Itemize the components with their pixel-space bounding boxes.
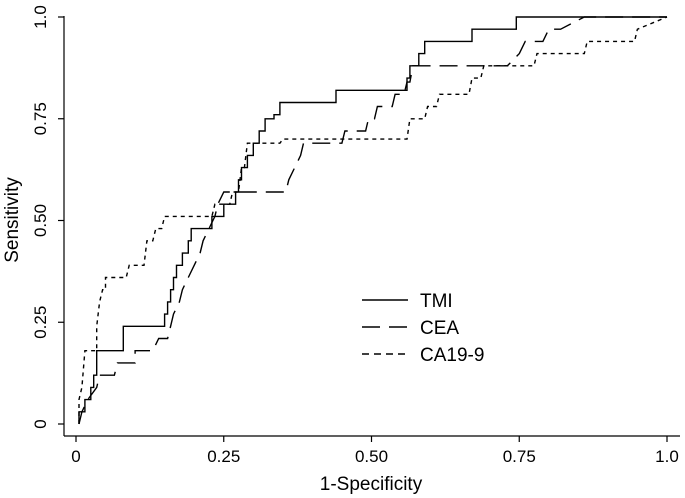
y-axis-title: Sensitivity — [2, 177, 23, 263]
x-axis-title: 1-Specificity — [320, 474, 423, 495]
ticks: 0 0.25 0.50 0.75 1.0 0 0.25 0.50 0.75 1.0 — [31, 5, 679, 466]
legend-label-cea: CEA — [420, 318, 459, 339]
x-tick-label: 0.50 — [355, 447, 388, 466]
y-tick-label: 0.25 — [31, 306, 50, 339]
y-tick-label: 1.0 — [31, 5, 50, 29]
legend-label-tmi: TMI — [420, 291, 453, 312]
y-tick-label: 0.75 — [31, 102, 50, 135]
y-tick-label: 0 — [31, 419, 50, 428]
x-tick-label: 0 — [71, 447, 80, 466]
x-tick-label: 1.0 — [655, 447, 679, 466]
x-tick-label: 0.75 — [503, 447, 536, 466]
legend-label-ca199: CA19-9 — [420, 345, 484, 366]
x-tick-label: 0.25 — [207, 447, 240, 466]
series-layer — [78, 16, 668, 425]
series-line-tmi — [78, 16, 667, 424]
series-line-cea — [78, 16, 667, 425]
axes — [63, 16, 680, 437]
y-tick-label: 0.50 — [31, 204, 50, 237]
legend: TMI CEA CA19-9 — [362, 291, 484, 366]
series-line-ca199 — [78, 16, 668, 424]
